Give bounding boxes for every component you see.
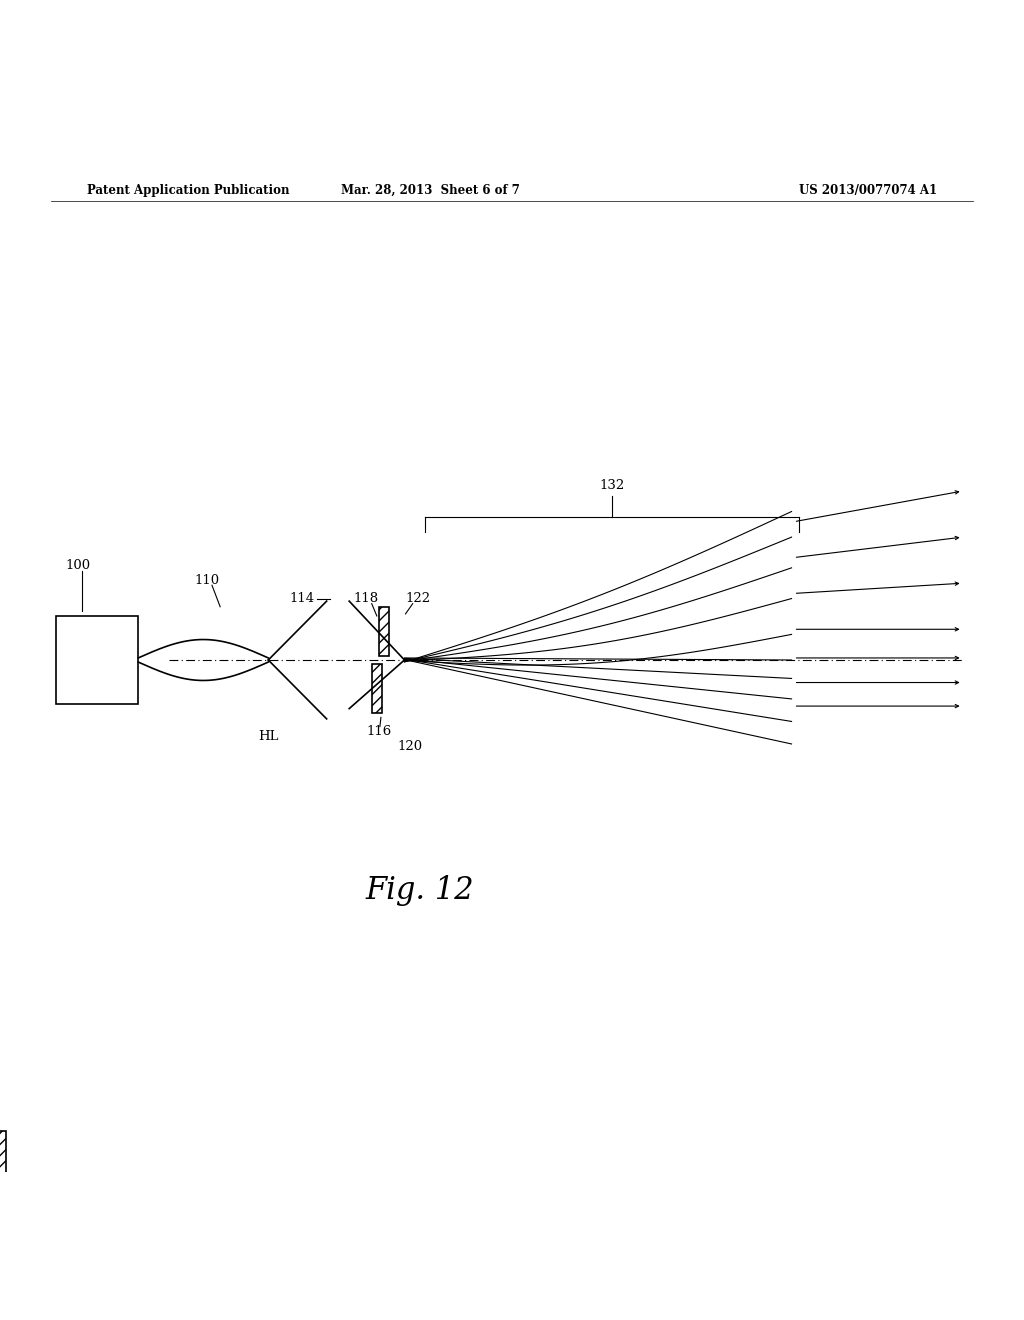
Text: 120: 120 (397, 739, 422, 752)
Text: Fig. 12: Fig. 12 (366, 875, 474, 906)
Text: 122: 122 (406, 593, 430, 605)
Text: 132: 132 (599, 479, 625, 492)
Text: 116: 116 (367, 725, 391, 738)
Text: 118: 118 (353, 593, 378, 605)
Text: US 2013/0077074 A1: US 2013/0077074 A1 (799, 183, 937, 197)
Text: 110: 110 (195, 574, 219, 586)
Bar (379, 607, 389, 656)
Text: 100: 100 (66, 560, 90, 573)
Text: HL: HL (258, 730, 279, 743)
Text: Mar. 28, 2013  Sheet 6 of 7: Mar. 28, 2013 Sheet 6 of 7 (341, 183, 519, 197)
Text: Patent Application Publication: Patent Application Publication (87, 183, 290, 197)
Text: 114: 114 (290, 593, 314, 605)
Bar (56, 616, 138, 704)
Bar (372, 664, 382, 713)
Bar (0, 1130, 5, 1213)
